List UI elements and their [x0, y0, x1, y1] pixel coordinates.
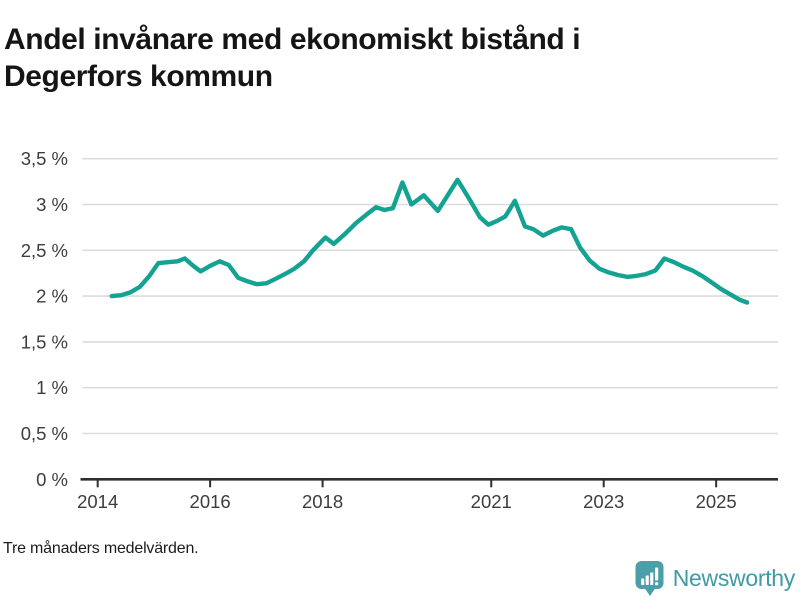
data-series-line [109, 177, 750, 305]
y-axis-label: 1 % [36, 377, 68, 398]
newsworthy-pin-barchart-icon [635, 561, 664, 596]
page-title: Andel invånare med ekonomiskt bistånd i … [4, 23, 581, 93]
y-axis-label: 0 % [36, 469, 68, 490]
y-axis-label: 3,5 % [21, 148, 68, 169]
y-axis-label: 2 % [36, 286, 68, 307]
y-axis-label: 3 % [36, 194, 68, 215]
x-axis-label: 2016 [190, 491, 231, 512]
y-axis-label: 0,5 % [21, 423, 68, 444]
x-axis-label: 2023 [583, 491, 624, 512]
x-axis-label: 2025 [696, 491, 737, 512]
y-axis-label: 1,5 % [21, 331, 68, 352]
chart-footnote: Tre månaders medelvärden. [3, 540, 199, 557]
x-axis-label: 2018 [302, 491, 343, 512]
newsworthy-wordmark: Newsworthy [672, 565, 796, 591]
x-axis-label: 2021 [471, 491, 512, 512]
x-axis-label: 2014 [77, 491, 118, 512]
newsworthy-logo: Newsworthy [634, 560, 795, 597]
y-axis-label: 2,5 % [21, 240, 68, 261]
chart-canvas: 0 % 0,5 % 1 % 1,5 % 2 % 2,5 % 3 % 3,5 % 2014 2016… [21, 148, 778, 512]
